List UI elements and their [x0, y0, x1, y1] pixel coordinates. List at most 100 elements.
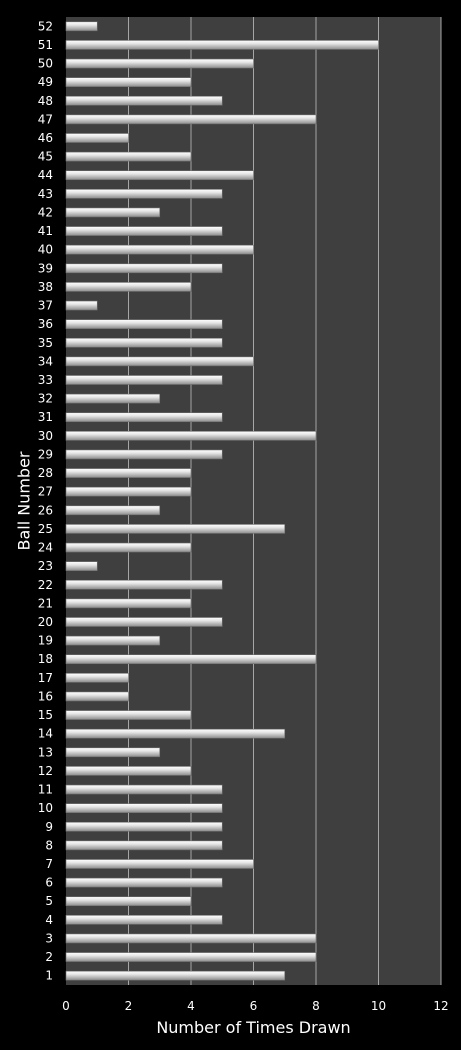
y-tick-label: 10	[38, 801, 53, 815]
bar-ball-39	[65, 263, 223, 274]
y-tick-label: 39	[38, 261, 53, 275]
bar-ball-38	[65, 282, 192, 292]
x-axis-title: Number of Times Drawn	[156, 1018, 350, 1037]
y-tick-label: 7	[45, 857, 53, 871]
bar-ball-9	[65, 821, 223, 832]
bar-ball-49	[65, 77, 192, 87]
y-tick-label: 26	[38, 503, 53, 517]
y-tick-label: 20	[38, 615, 53, 629]
y-tick-label: 42	[38, 205, 53, 219]
bar-ball-13	[65, 747, 161, 758]
bar-ball-42	[65, 207, 161, 218]
y-tick-label: 27	[38, 485, 53, 499]
bar-ball-17	[65, 673, 129, 683]
y-tick-label: 14	[38, 727, 53, 741]
y-tick-label: 32	[38, 392, 53, 406]
bar-ball-48	[65, 95, 223, 106]
x-tick-label: 8	[312, 999, 320, 1013]
y-tick-label: 48	[38, 94, 53, 108]
y-tick-label: 49	[38, 75, 53, 89]
bar-ball-32	[65, 393, 161, 404]
bar-ball-23	[65, 561, 98, 571]
bar-ball-37	[65, 300, 98, 311]
y-tick-label: 22	[38, 578, 53, 592]
y-tick-label: 5	[45, 894, 53, 908]
bar-ball-36	[65, 319, 223, 329]
y-tick-label: 34	[38, 354, 53, 368]
bar-ball-3	[65, 933, 317, 944]
y-tick-label: 40	[38, 243, 53, 257]
bar-ball-34	[65, 356, 254, 367]
y-tick-label: 43	[38, 187, 53, 201]
y-tick-label: 25	[38, 522, 53, 536]
y-tick-label: 1	[45, 969, 53, 983]
bar-ball-5	[65, 896, 192, 907]
y-tick-label: 2	[45, 950, 53, 964]
bar-ball-4	[65, 915, 223, 925]
x-tick-label: 10	[371, 999, 386, 1013]
bar-ball-16	[65, 691, 129, 702]
bar-ball-35	[65, 337, 223, 348]
x-tick-label: 12	[433, 999, 448, 1013]
y-tick-label: 12	[38, 764, 53, 778]
bar-ball-22	[65, 579, 223, 590]
bar-ball-25	[65, 524, 286, 534]
y-tick-label: 17	[38, 671, 53, 685]
bar-ball-27	[65, 486, 192, 497]
bar-ball-8	[65, 840, 223, 851]
bar-ball-2	[65, 952, 317, 962]
bar-ball-28	[65, 468, 192, 478]
y-tick-label: 13	[38, 745, 53, 759]
bar-ball-20	[65, 617, 223, 627]
bars	[65, 21, 379, 981]
y-tick-label: 30	[38, 429, 53, 443]
x-tick-label: 4	[187, 999, 195, 1013]
y-tick-label: 45	[38, 150, 53, 164]
bar-ball-46	[65, 133, 129, 143]
y-tick-label: 41	[38, 224, 53, 238]
y-axis-title: Ball Number	[15, 451, 34, 550]
y-tick-label: 18	[38, 652, 53, 666]
x-tick-labels: 0 2 4 6 8 10 12	[62, 999, 448, 1013]
y-tick-label: 31	[38, 410, 53, 424]
bar-ball-1	[65, 970, 286, 981]
x-tick-label: 6	[250, 999, 258, 1013]
y-tick-label: 36	[38, 317, 53, 331]
bar-ball-45	[65, 151, 192, 162]
y-tick-label: 44	[38, 168, 53, 182]
x-tick-label: 0	[62, 999, 70, 1013]
bar-ball-19	[65, 635, 161, 646]
bar-ball-51	[65, 40, 379, 50]
y-tick-label: 35	[38, 336, 53, 350]
bar-ball-50	[65, 58, 254, 69]
y-tick-label: 29	[38, 447, 53, 461]
y-tick-label: 15	[38, 708, 53, 722]
y-tick-label: 16	[38, 689, 53, 703]
y-tick-label: 52	[38, 19, 53, 33]
bar-ball-47	[65, 114, 317, 125]
y-tick-label: 24	[38, 541, 53, 555]
bar-ball-43	[65, 189, 223, 199]
bar-ball-21	[65, 598, 192, 609]
bar-ball-44	[65, 170, 254, 181]
y-tick-label: 28	[38, 466, 53, 480]
y-tick-label: 47	[38, 112, 53, 126]
y-tick-label: 9	[45, 820, 53, 834]
bar-ball-15	[65, 710, 192, 720]
bar-ball-26	[65, 505, 161, 516]
bar-ball-33	[65, 375, 223, 385]
y-tick-label: 51	[38, 38, 53, 52]
bar-ball-14	[65, 728, 286, 739]
bar-ball-11	[65, 784, 223, 795]
bar-ball-29	[65, 449, 223, 460]
y-tick-label: 6	[45, 876, 53, 890]
bar-ball-7	[65, 859, 254, 869]
bar-ball-30	[65, 431, 317, 441]
bar-ball-6	[65, 877, 223, 888]
y-tick-label: 23	[38, 559, 53, 573]
y-tick-label: 11	[38, 783, 53, 797]
y-tick-label: 8	[45, 838, 53, 852]
y-tick-label: 46	[38, 131, 53, 145]
